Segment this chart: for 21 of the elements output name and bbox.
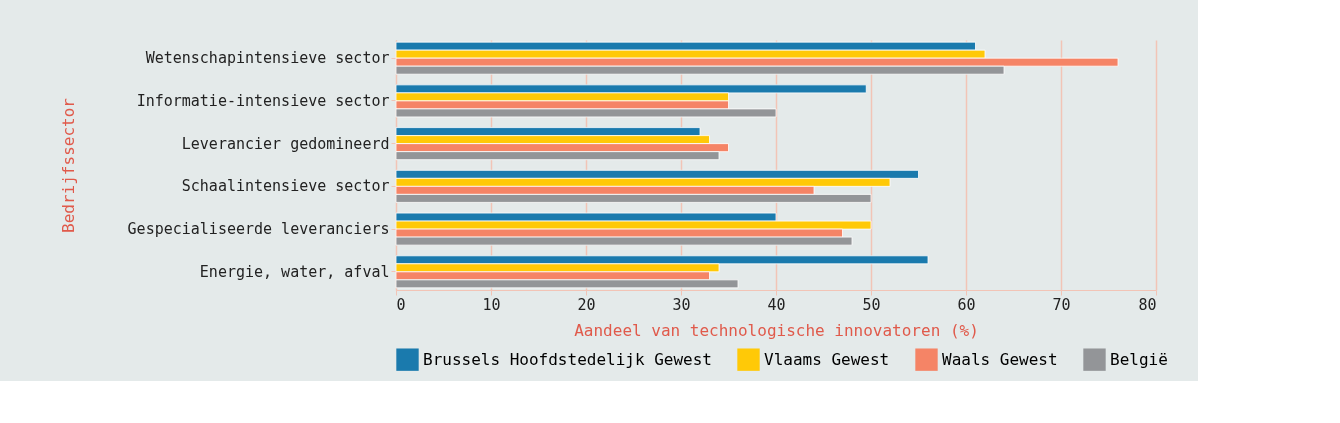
x-tick-label: 40 bbox=[767, 295, 786, 314]
legend-label: België bbox=[1110, 349, 1168, 369]
x-tick-label: 0 bbox=[396, 295, 406, 314]
x-tick-label: 70 bbox=[1052, 295, 1071, 314]
y-tick-label: Informatie-intensieve sector bbox=[136, 91, 390, 110]
y-tick-label: Leverancier gedomineerd bbox=[181, 134, 390, 153]
x-tick-label: 30 bbox=[672, 295, 691, 314]
x-tick-label: 60 bbox=[957, 295, 976, 314]
legend-label: Brussels Hoofdstedelijk Gewest bbox=[423, 349, 712, 369]
x-tick-label: 50 bbox=[862, 295, 881, 314]
y-tick-label: Energie, water, afval bbox=[199, 262, 390, 281]
x-axis-title: Aandeel van technologische innovatoren (%) bbox=[574, 320, 979, 340]
y-axis-title: Bedrijfssector bbox=[58, 97, 78, 233]
y-tick-label: Wetenschapintensieve sector bbox=[145, 49, 390, 68]
x-tick-label: 20 bbox=[577, 295, 596, 314]
legend-label: Vlaams Gewest bbox=[764, 349, 890, 369]
x-tick-label: 80 bbox=[1138, 295, 1157, 314]
x-tick-label: 10 bbox=[482, 295, 501, 314]
y-tick-label: Schaalintensieve sector bbox=[181, 177, 390, 196]
y-tick-label: Gespecialiseerde leveranciers bbox=[127, 220, 390, 239]
legend-label: Waals Gewest bbox=[942, 349, 1058, 369]
